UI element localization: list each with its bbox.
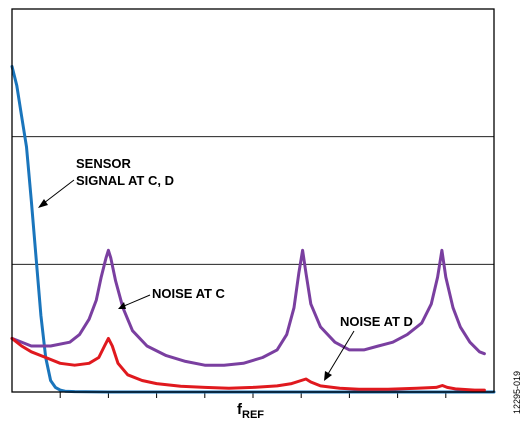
grid-lines	[12, 136, 494, 265]
noise-c-annotation-arrow	[123, 294, 151, 307]
sensor-annotation-arrow	[43, 179, 75, 204]
sensor-annotation-line1: SENSOR	[76, 156, 132, 171]
noise-d-annotation-arrow	[327, 330, 355, 375]
figure-id: 12295-019	[512, 371, 522, 414]
sensor-annotation-line2: SIGNAL AT C, D	[76, 173, 174, 188]
series-line-noise_c	[10, 248, 486, 367]
noise-c-arrowhead	[118, 302, 126, 309]
series-line-sensor	[10, 64, 496, 394]
plot-frame	[11, 8, 495, 393]
series-lines	[10, 64, 496, 394]
noise-d-arrowhead	[324, 371, 332, 381]
x-axis-label-subscript: REF	[242, 409, 264, 421]
noise-c-annotation: NOISE AT C	[152, 286, 226, 301]
series-line-noise_d	[10, 336, 486, 392]
x-axis-label: fREF	[237, 401, 264, 421]
sensor-arrowhead	[38, 199, 48, 208]
annotations: SENSOR SIGNAL AT C, D NOISE AT C NOISE A…	[38, 156, 413, 381]
noise-d-annotation: NOISE AT D	[340, 314, 413, 329]
